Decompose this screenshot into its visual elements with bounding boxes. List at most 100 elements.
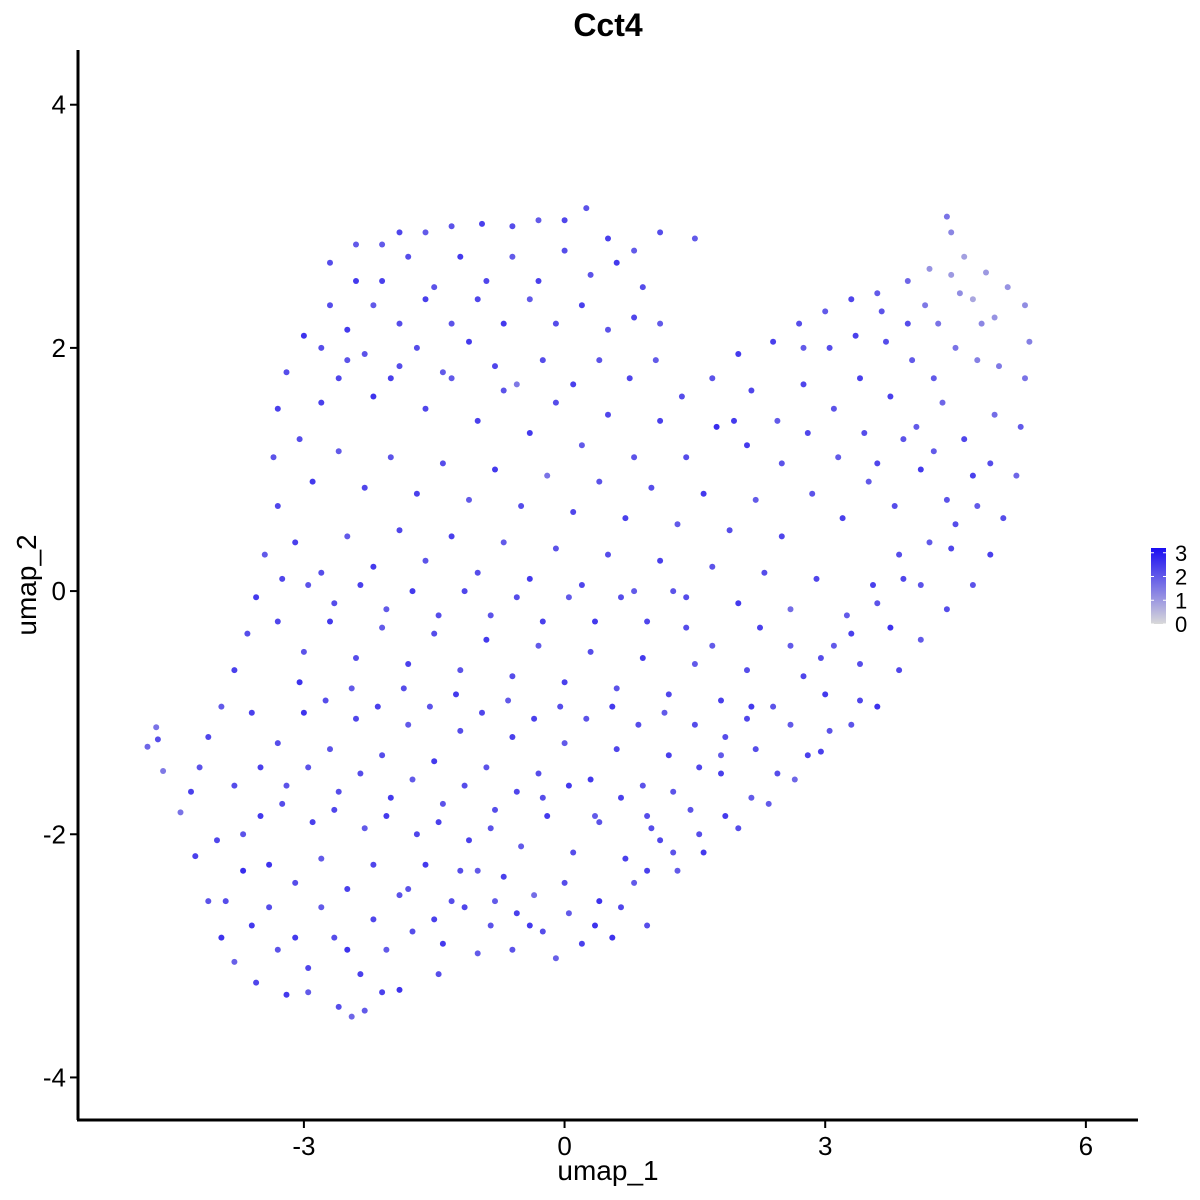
data-point bbox=[518, 503, 525, 509]
data-point bbox=[196, 764, 203, 771]
data-point bbox=[222, 898, 229, 905]
data-point bbox=[353, 715, 359, 722]
data-point bbox=[283, 782, 290, 789]
data-point bbox=[552, 399, 559, 406]
data-point bbox=[361, 351, 368, 357]
data-point bbox=[457, 727, 464, 734]
data-point bbox=[1022, 302, 1028, 309]
colorbar-tick-label: 1 bbox=[1175, 588, 1187, 613]
data-point bbox=[439, 460, 446, 467]
colorbar-tick-label: 2 bbox=[1175, 565, 1187, 590]
data-point bbox=[309, 478, 316, 485]
data-point bbox=[696, 764, 703, 771]
data-point bbox=[266, 861, 273, 868]
data-point bbox=[240, 867, 247, 874]
data-point bbox=[913, 423, 920, 430]
data-point bbox=[618, 904, 624, 911]
data-point bbox=[409, 928, 416, 935]
data-point bbox=[431, 758, 438, 765]
data-point bbox=[405, 661, 412, 667]
data-point bbox=[500, 320, 507, 327]
data-point bbox=[453, 691, 459, 698]
data-point bbox=[218, 934, 225, 941]
data-point bbox=[318, 855, 325, 862]
data-point bbox=[644, 867, 651, 874]
data-point bbox=[683, 594, 690, 601]
data-point bbox=[748, 794, 755, 801]
data-point bbox=[770, 338, 777, 345]
data-point bbox=[926, 265, 933, 272]
data-point bbox=[618, 594, 624, 601]
data-point bbox=[735, 825, 742, 832]
data-point bbox=[448, 375, 455, 382]
data-point bbox=[605, 411, 611, 418]
data-point bbox=[670, 849, 677, 856]
data-point bbox=[713, 423, 720, 430]
data-point bbox=[900, 436, 907, 443]
data-point bbox=[691, 235, 698, 242]
data-point bbox=[266, 904, 273, 911]
data-point bbox=[387, 794, 394, 801]
data-point bbox=[261, 551, 268, 558]
colorbar-tick-label: 0 bbox=[1175, 612, 1187, 637]
y-tick-label: 0 bbox=[52, 576, 66, 606]
data-point bbox=[296, 679, 303, 686]
x-tick-label: 0 bbox=[557, 1131, 571, 1161]
data-point bbox=[565, 910, 572, 917]
data-point bbox=[644, 922, 651, 929]
data-point bbox=[300, 648, 307, 655]
data-point bbox=[748, 387, 755, 394]
data-point bbox=[331, 934, 338, 941]
data-point bbox=[483, 764, 490, 771]
data-point bbox=[839, 515, 846, 522]
data-point bbox=[657, 417, 664, 424]
data-point bbox=[952, 344, 959, 351]
y-ticks: -4 -2 0 2 4 bbox=[43, 90, 78, 1092]
data-point bbox=[539, 794, 546, 801]
data-point bbox=[331, 806, 338, 813]
points-layer bbox=[144, 205, 1033, 1020]
data-point bbox=[678, 393, 685, 400]
data-point bbox=[696, 831, 703, 838]
data-point bbox=[396, 527, 403, 534]
data-point bbox=[691, 721, 698, 728]
colorbar-tick-label: 3 bbox=[1175, 541, 1187, 566]
data-point bbox=[160, 768, 167, 774]
data-point bbox=[587, 648, 594, 655]
data-point bbox=[631, 314, 638, 321]
data-point bbox=[596, 478, 603, 485]
data-point bbox=[796, 320, 803, 327]
data-point bbox=[978, 320, 985, 327]
data-point bbox=[565, 782, 572, 789]
data-point bbox=[335, 788, 342, 795]
data-point bbox=[809, 490, 816, 497]
data-point bbox=[422, 861, 429, 868]
data-point bbox=[631, 454, 638, 461]
data-point bbox=[609, 934, 616, 941]
data-point bbox=[613, 685, 620, 692]
data-point bbox=[874, 703, 881, 710]
data-point bbox=[774, 417, 781, 424]
data-point bbox=[461, 904, 468, 911]
data-point bbox=[804, 430, 811, 436]
data-point bbox=[904, 320, 911, 327]
data-point bbox=[557, 703, 564, 710]
data-point bbox=[413, 831, 420, 838]
data-point bbox=[361, 825, 368, 832]
x-tick-label: 3 bbox=[818, 1131, 832, 1161]
data-point bbox=[322, 697, 329, 704]
data-point bbox=[709, 642, 716, 649]
data-point bbox=[353, 241, 359, 248]
data-point bbox=[474, 950, 481, 957]
data-point bbox=[466, 338, 472, 345]
data-point bbox=[587, 271, 594, 278]
data-point bbox=[205, 734, 212, 740]
data-point bbox=[596, 898, 603, 905]
data-point bbox=[857, 375, 863, 382]
data-point bbox=[500, 539, 507, 546]
data-point bbox=[531, 715, 538, 722]
data-point bbox=[943, 213, 950, 220]
data-point bbox=[583, 715, 590, 722]
